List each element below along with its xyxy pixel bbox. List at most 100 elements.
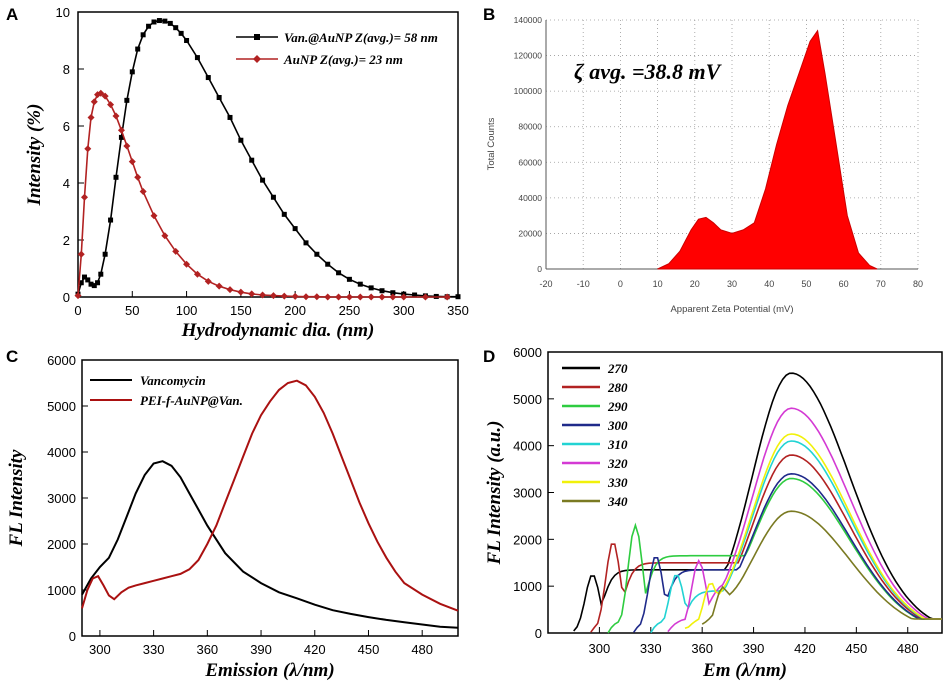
data-point [150, 212, 158, 220]
legend-label: Van.@AuNP Z(avg.)= 58 nm [284, 30, 438, 45]
data-point [237, 288, 245, 296]
legend-label: 330 [607, 475, 628, 490]
x-tick-label: 480 [411, 642, 433, 657]
data-point [162, 18, 168, 24]
panel-label-b: B [483, 5, 495, 24]
data-point [172, 247, 180, 255]
series-line-320 [667, 407, 942, 633]
data-point [123, 142, 131, 150]
data-point [379, 288, 385, 294]
y-tick-label: 2000 [47, 537, 76, 552]
x-tick-label: 0 [618, 279, 623, 289]
x-tick-label: 250 [339, 303, 361, 318]
data-point [292, 226, 298, 232]
y-tick-label: 5000 [47, 399, 76, 414]
y-tick-label: 60000 [518, 157, 542, 167]
x-axis-label: Apparent Zeta Potential (mV) [670, 304, 793, 315]
data-point [78, 280, 84, 286]
data-point [269, 292, 277, 300]
x-tick-label: 300 [589, 641, 611, 656]
series-line-310 [650, 440, 942, 634]
legend-marker [254, 34, 260, 40]
series-line-340 [701, 510, 942, 625]
legend-label: AuNP Z(avg.)= 23 nm [283, 52, 403, 67]
y-tick-label: 4000 [513, 439, 542, 454]
panel-d-chart: 300 330 360 390 420 450 480 0 1000 2000 3000 4000 50… [484, 345, 943, 681]
data-point [183, 260, 191, 268]
data-point [226, 286, 234, 294]
x-tick-label: 60 [839, 279, 849, 289]
data-point [205, 75, 211, 81]
x-tick-label: 20 [690, 279, 700, 289]
panel-label-c: C [6, 347, 18, 366]
data-point [194, 55, 200, 61]
data-point [260, 177, 266, 183]
series-line-1 [81, 379, 459, 612]
data-point [108, 217, 114, 223]
data-point [259, 291, 267, 299]
x-tick-label: 420 [794, 641, 816, 656]
data-point [82, 274, 88, 280]
x-tick-label: 360 [691, 641, 713, 656]
data-point [336, 270, 342, 276]
data-point [87, 113, 95, 121]
panel-label-a: A [6, 5, 18, 24]
x-tick-label: 330 [640, 641, 662, 656]
data-point [345, 293, 353, 301]
panel-c-chart: 300 330 360 390 420 450 480 0 1000 2000 3000 4000 50… [6, 353, 459, 681]
legend-label: 310 [607, 437, 628, 452]
y-tick-label: 0 [537, 264, 542, 274]
y-tick-label: 0 [69, 629, 76, 644]
y-tick-label: 2000 [513, 532, 542, 547]
data-point [156, 18, 162, 24]
legend-label: Vancomycin [140, 373, 206, 388]
data-point [314, 251, 320, 257]
legend-label: 270 [607, 361, 628, 376]
data-point [302, 293, 310, 301]
x-tick-label: 450 [845, 641, 867, 656]
chart-title: ζ avg. =38.8 mV [574, 59, 723, 84]
y-tick-label: 8 [63, 62, 70, 77]
data-point [215, 282, 223, 290]
data-point [90, 98, 98, 106]
data-point [313, 293, 321, 301]
y-tick-label: 4 [63, 176, 70, 191]
data-point [97, 89, 105, 97]
x-axis-label: Em (λ/nm) [702, 660, 787, 681]
x-tick-label: 0 [74, 303, 81, 318]
y-tick-label: 80000 [518, 122, 542, 132]
x-tick-label: 300 [393, 303, 415, 318]
data-point [102, 251, 108, 257]
data-point [146, 23, 152, 29]
data-point [270, 194, 276, 200]
y-tick-label: 2 [63, 233, 70, 248]
data-point [139, 188, 147, 196]
legend-label: 280 [607, 380, 628, 395]
x-tick-label: 70 [876, 279, 886, 289]
series-line-300 [633, 472, 942, 633]
data-point [112, 112, 120, 120]
x-tick-label: 330 [143, 642, 165, 657]
data-point [400, 293, 408, 301]
x-tick-label: 390 [250, 642, 272, 657]
y-axis-label: Intensity (%) [24, 104, 45, 207]
y-tick-label: 3000 [513, 486, 542, 501]
data-point [291, 292, 299, 300]
data-point [107, 101, 115, 109]
data-point [303, 240, 309, 246]
y-tick-label: 5000 [513, 392, 542, 407]
x-tick-label: 150 [230, 303, 252, 318]
series-line-0 [81, 460, 459, 629]
plot-frame [77, 11, 459, 298]
x-tick-label: 360 [196, 642, 218, 657]
y-tick-label: 4000 [47, 445, 76, 460]
data-point [134, 173, 142, 181]
x-tick-label: 10 [653, 279, 663, 289]
y-tick-label: 40000 [518, 193, 542, 203]
data-point [81, 193, 89, 201]
data-point [95, 280, 101, 286]
y-tick-label: 1000 [47, 583, 76, 598]
x-tick-label: 350 [447, 303, 469, 318]
x-tick-label: 450 [358, 642, 380, 657]
